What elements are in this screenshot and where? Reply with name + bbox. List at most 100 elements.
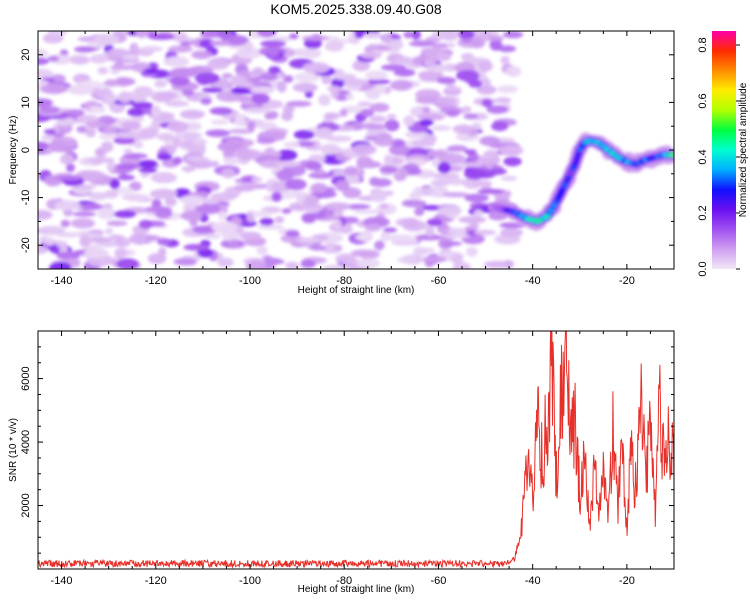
noise-blob bbox=[175, 131, 185, 139]
noise-blob bbox=[164, 197, 177, 207]
noise-blob bbox=[445, 86, 462, 92]
noise-blob bbox=[285, 178, 307, 191]
noise-blob bbox=[369, 176, 380, 185]
noise-blob bbox=[436, 53, 451, 62]
noise-blob bbox=[259, 217, 274, 226]
noise-blob bbox=[86, 157, 115, 163]
noise-blob bbox=[256, 245, 268, 256]
noise-blob bbox=[351, 144, 377, 156]
noise-blob bbox=[210, 119, 229, 125]
noise-blob bbox=[419, 119, 434, 127]
noise-blob bbox=[344, 204, 371, 210]
noise-blob bbox=[464, 168, 485, 180]
noise-blob bbox=[66, 163, 75, 173]
heatmap-y-axis: -20 -10 0 10 20 bbox=[20, 30, 674, 270]
noise-blob bbox=[243, 107, 271, 114]
noise-blob bbox=[281, 111, 294, 122]
noise-blob bbox=[393, 56, 414, 65]
noise-blob bbox=[370, 190, 388, 203]
noise-blob bbox=[308, 212, 328, 219]
noise-blob bbox=[283, 75, 294, 83]
noise-blob bbox=[460, 161, 484, 168]
noise-blob bbox=[180, 210, 203, 221]
snr-y-axis: 2000 4000 6000 bbox=[20, 330, 674, 570]
noise-blob bbox=[481, 98, 493, 108]
noise-blob bbox=[109, 234, 125, 241]
noise-blob bbox=[352, 60, 371, 72]
noise-blob bbox=[294, 72, 320, 83]
noise-blob bbox=[500, 227, 523, 238]
colorbar: 0.0 0.2 0.4 0.6 0.8 Normalized spectral ampl… bbox=[697, 31, 749, 277]
noise-blob bbox=[164, 56, 190, 67]
noise-blob bbox=[321, 74, 332, 85]
noise-blob bbox=[117, 174, 135, 181]
noise-blob bbox=[38, 245, 49, 255]
noise-blob bbox=[230, 74, 249, 87]
noise-blob bbox=[364, 32, 382, 39]
heatmap-x-axis: -140 -120 -100 -80 -60 -40 -20 bbox=[37, 31, 675, 287]
noise-blob bbox=[308, 172, 335, 179]
noise-blob bbox=[494, 97, 512, 104]
noise-blob bbox=[43, 129, 57, 135]
noise-blob bbox=[181, 90, 195, 96]
noise-blob bbox=[209, 107, 233, 115]
noise-blob bbox=[379, 165, 398, 174]
noise-blob bbox=[422, 255, 447, 263]
noise-blob bbox=[349, 37, 360, 45]
noise-blob bbox=[186, 155, 208, 162]
snr-frame bbox=[37, 330, 675, 570]
x-tick-label: -80 bbox=[336, 275, 352, 287]
noise-blob bbox=[49, 261, 72, 269]
noise-blob bbox=[268, 110, 279, 120]
noise-blob bbox=[183, 243, 209, 251]
noise-blob bbox=[158, 247, 167, 257]
noise-blob bbox=[42, 33, 64, 44]
noise-blob bbox=[47, 55, 60, 62]
noise-blob bbox=[380, 64, 407, 71]
noise-blob bbox=[257, 31, 277, 38]
noise-blob bbox=[129, 181, 142, 191]
noise-blob bbox=[260, 40, 287, 48]
noise-blob bbox=[189, 161, 213, 169]
noise-blob bbox=[369, 115, 387, 123]
noise-blob bbox=[426, 218, 443, 227]
noise-blob bbox=[94, 33, 120, 46]
noise-blob bbox=[397, 256, 417, 263]
noise-blob bbox=[344, 166, 358, 176]
noise-blob bbox=[67, 109, 85, 116]
noise-blob bbox=[169, 31, 188, 41]
noise-blob bbox=[106, 220, 128, 227]
noise-blob bbox=[255, 121, 277, 130]
noise-blob bbox=[420, 187, 434, 197]
noise-blob bbox=[218, 211, 227, 221]
noise-blob bbox=[38, 68, 54, 79]
noise-blob bbox=[156, 91, 178, 100]
noise-blob bbox=[463, 113, 479, 120]
noise-blob bbox=[222, 157, 241, 165]
noise-blob bbox=[497, 45, 517, 53]
x-tick-label: -140 bbox=[51, 275, 73, 287]
noise-blob bbox=[166, 120, 189, 133]
noise-blob bbox=[198, 39, 216, 49]
noise-blob bbox=[140, 172, 150, 178]
noise-blob bbox=[390, 79, 413, 91]
noise-blob bbox=[234, 183, 257, 192]
noise-blob bbox=[326, 135, 353, 142]
noise-blob bbox=[221, 168, 235, 179]
noise-blob bbox=[432, 172, 460, 180]
noise-blob bbox=[461, 105, 472, 114]
noise-blob bbox=[83, 247, 109, 259]
noise-blob bbox=[285, 100, 312, 107]
noise-blob bbox=[468, 223, 480, 230]
noise-blob bbox=[283, 141, 301, 149]
noise-blob bbox=[335, 253, 357, 264]
noise-blob bbox=[483, 260, 512, 269]
noise-blob bbox=[104, 227, 114, 235]
noise-blob bbox=[335, 180, 350, 192]
noise-blob bbox=[447, 145, 468, 152]
noise-blob bbox=[223, 148, 236, 160]
noise-blob bbox=[109, 64, 138, 71]
x-tick-label: -120 bbox=[145, 575, 167, 587]
noise-blob bbox=[479, 136, 501, 146]
noise-blob bbox=[38, 141, 50, 151]
